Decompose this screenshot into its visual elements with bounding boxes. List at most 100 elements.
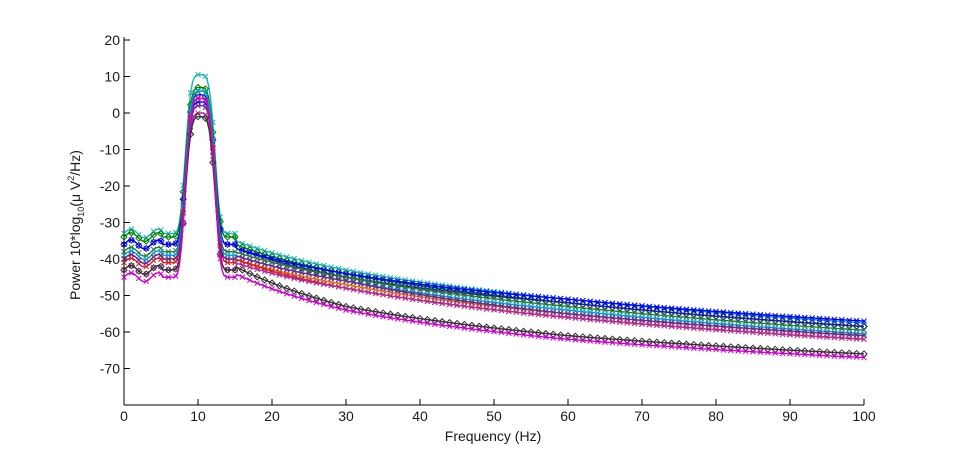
data-point: [661, 343, 668, 350]
data-point: [557, 313, 564, 320]
data-point: [794, 351, 801, 358]
data-point: [809, 352, 816, 358]
data-point: [824, 334, 830, 340]
data-point: [801, 314, 808, 321]
data-point: [313, 272, 320, 279]
data-point: [698, 307, 705, 314]
y-label-part: /Hz): [67, 150, 83, 176]
data-point: [727, 321, 734, 328]
data-point: [291, 293, 298, 299]
x-tick-label: 70: [634, 408, 650, 424]
data-point: [565, 336, 571, 343]
data-point: [276, 288, 283, 295]
x-tick-label: 50: [486, 408, 502, 424]
y-tick-label: -60: [100, 324, 120, 340]
data-point: [779, 313, 786, 319]
data-point: [653, 304, 660, 310]
data-point: [528, 306, 534, 313]
data-point: [616, 319, 623, 325]
data-point: [491, 289, 497, 296]
y-tick-label: -40: [100, 251, 120, 267]
data-point: [764, 330, 771, 337]
data-point: [861, 318, 867, 324]
data-point: [143, 245, 150, 252]
data-point: [343, 278, 349, 284]
data-point: [454, 302, 460, 309]
data-point: [468, 287, 475, 294]
data-point: [290, 287, 298, 295]
data-point: [172, 239, 180, 248]
data-point: [513, 305, 520, 311]
series-line: [123, 90, 865, 331]
data-point: [476, 327, 483, 333]
data-point: [824, 352, 830, 359]
data-point: [209, 149, 216, 155]
data-point: [631, 341, 638, 348]
data-point: [231, 240, 239, 249]
data-point: [520, 305, 527, 312]
data-point: [713, 308, 719, 315]
data-point: [158, 238, 164, 244]
data-point: [476, 300, 483, 307]
data-point: [705, 346, 712, 352]
data-point: [135, 257, 142, 263]
data-point: [417, 291, 423, 298]
data-point: [223, 233, 232, 241]
data-point: [172, 232, 180, 240]
data-point: [757, 329, 764, 336]
data-point: [142, 270, 150, 278]
data-point: [327, 298, 335, 307]
data-point: [483, 288, 490, 295]
y-label-part: 10: [76, 207, 86, 217]
data-point: [787, 350, 793, 357]
data-point: [816, 315, 823, 322]
y-axis-label: Power 10*log10(μ V2/Hz): [66, 150, 86, 300]
data-point: [727, 347, 734, 354]
data-point: [439, 300, 446, 307]
data-point: [194, 112, 202, 121]
data-point: [328, 282, 335, 289]
data-point: [127, 236, 136, 244]
data-point: [742, 348, 749, 355]
data-point: [846, 353, 853, 360]
y-label-part: 2: [66, 176, 76, 181]
data-point: [232, 256, 238, 262]
data-point: [787, 331, 793, 338]
data-point: [158, 270, 164, 277]
data-point: [417, 281, 423, 288]
data-point: [750, 348, 756, 355]
data-point: [594, 299, 601, 305]
data-point: [853, 317, 860, 324]
y-tick-label: -10: [100, 142, 120, 158]
data-point: [328, 303, 335, 310]
data-point: [520, 292, 527, 299]
data-point: [505, 330, 512, 337]
data-point: [246, 264, 253, 271]
data-point: [394, 287, 401, 294]
data-point: [128, 237, 135, 243]
data-point: [498, 290, 505, 297]
data-point: [565, 296, 571, 303]
data-point: [742, 328, 749, 335]
data-point: [579, 337, 586, 344]
data-point: [424, 282, 431, 288]
data-point: [306, 297, 312, 304]
data-point: [431, 321, 438, 328]
data-point: [158, 252, 164, 259]
data-point: [283, 284, 291, 293]
data-point: [720, 327, 727, 334]
data-point: [846, 335, 853, 342]
data-point: [742, 310, 749, 317]
data-point: [223, 266, 232, 274]
data-point: [483, 306, 490, 312]
data-point: [306, 278, 312, 285]
data-point: [335, 284, 342, 290]
data-point: [231, 266, 239, 274]
x-axis-label: Frequency (Hz): [445, 428, 541, 444]
data-point: [424, 292, 431, 299]
data-point: [668, 305, 675, 311]
data-point: [491, 302, 497, 308]
data-point: [238, 266, 247, 274]
data-point: [121, 274, 127, 281]
data-point: [572, 315, 579, 321]
